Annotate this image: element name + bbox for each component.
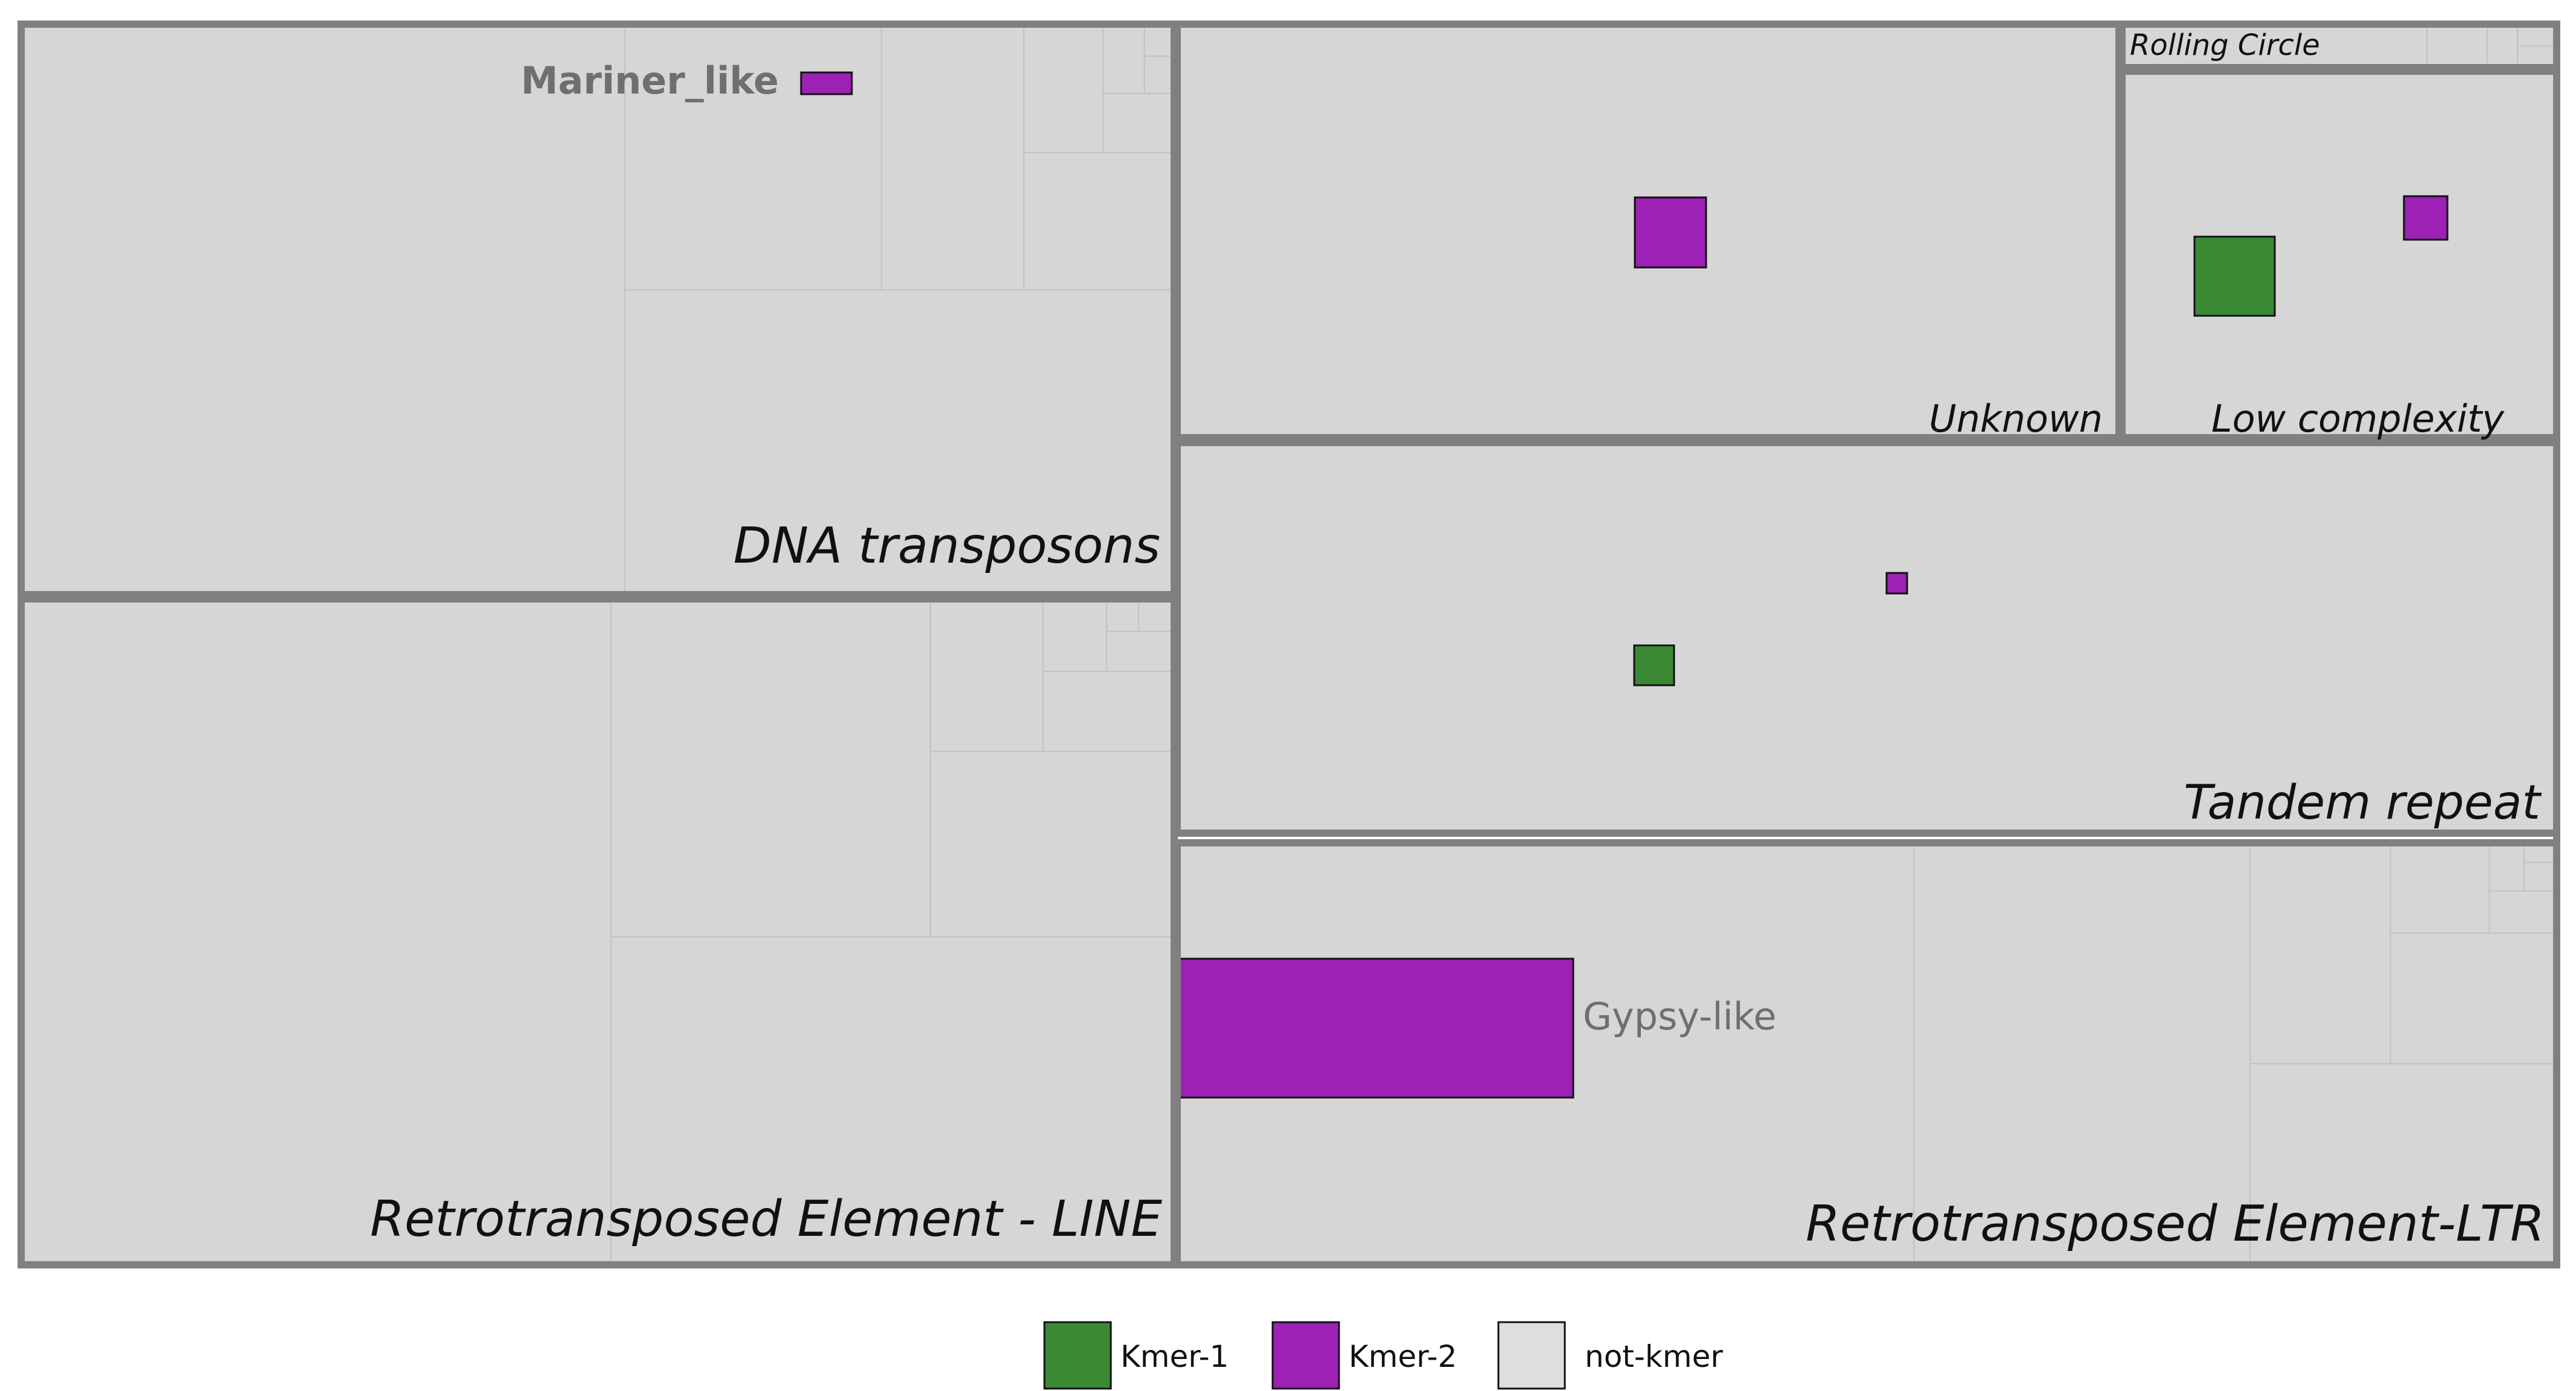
outer-frame (18, 21, 2560, 1268)
treemap-tile (21, 598, 612, 1265)
annotated-tile-mariner-like (800, 71, 853, 95)
treemap-tile (2488, 890, 2558, 934)
treemap-tile (2249, 842, 2391, 1064)
treemap-tile (2121, 71, 2557, 438)
treemap-tile (1102, 24, 1145, 94)
treemap-tile (610, 598, 932, 938)
annotation-mariner-like: Mariner_like (521, 59, 779, 103)
treemap-tile (1143, 55, 1175, 94)
group-label-unknown: Unknown (1929, 397, 2103, 441)
highlight-tile-kmer-2 (1885, 572, 1908, 595)
annotated-tile-gypsy-like (1177, 958, 1574, 1099)
treemap-tile (881, 24, 1025, 291)
legend-label-kmer-1: Kmer-1 (1120, 1339, 1229, 1374)
highlighted-tiles (800, 71, 2449, 1099)
treemap-tile (2523, 862, 2558, 892)
treemap-tile (1177, 442, 2557, 834)
treemap-tile (624, 289, 1175, 595)
treemap-tile (1106, 598, 1140, 632)
treemap-tile (1042, 671, 1175, 752)
treemap-tile (1023, 152, 1175, 291)
treemap-tile (1143, 24, 1175, 57)
legend-swatch-kmer-1 (1043, 1321, 1112, 1390)
treemap-tile (2426, 24, 2488, 68)
treemap-tile (2488, 842, 2525, 892)
group-label-low-complexity: Low complexity (2211, 397, 2505, 441)
group-label-line: Retrotransposed Element - LINE (370, 1191, 1162, 1248)
group-frames (18, 21, 2560, 1268)
treemap-tile (2389, 842, 2490, 934)
treemap-tile (1023, 24, 1104, 153)
legend-swatch-kmer-2 (1271, 1321, 1340, 1390)
treemap-tile (930, 598, 1044, 752)
treemap-tile (1913, 842, 2251, 1265)
treemap-tile (2249, 1063, 2558, 1265)
treemap-tile (1106, 630, 1175, 673)
treemap-tiles (21, 24, 2558, 1265)
group-label-dna-transposons: DNA transposons (733, 517, 1160, 575)
treemap-tile (1042, 598, 1108, 673)
legend-label-not-kmer: not-kmer (1585, 1339, 1723, 1374)
group-label-tandem-repeat: Tandem repeat (2184, 776, 2542, 830)
treemap-tile (610, 936, 1175, 1265)
treemap-tile (2487, 24, 2518, 68)
group-labels: DNA transposons Retrotransposed Element … (370, 28, 2545, 1253)
treemap-tile (930, 750, 1175, 938)
highlight-tile-kmer-2 (2403, 195, 2449, 241)
highlight-tile-kmer-2 (1634, 196, 1707, 269)
treemap-tile (1102, 92, 1175, 153)
highlight-tile-kmer-1 (2193, 235, 2276, 317)
group-label-ltr: Retrotransposed Element-LTR (1806, 1195, 2545, 1253)
treemap-tile (1138, 598, 1175, 632)
group-label-rolling-circle: Rolling Circle (2130, 28, 2320, 62)
treemap-tile (21, 24, 626, 595)
legend: Kmer-1 Kmer-2 not-kmer (1043, 1321, 1723, 1390)
legend-label-kmer-2: Kmer-2 (1349, 1339, 1457, 1374)
highlight-tile-kmer-1 (1633, 644, 1675, 686)
legend-swatch-not-kmer (1497, 1321, 1566, 1390)
annotation-gypsy-like: Gypsy-like (1583, 994, 1777, 1038)
treemap-tile (2389, 932, 2558, 1064)
